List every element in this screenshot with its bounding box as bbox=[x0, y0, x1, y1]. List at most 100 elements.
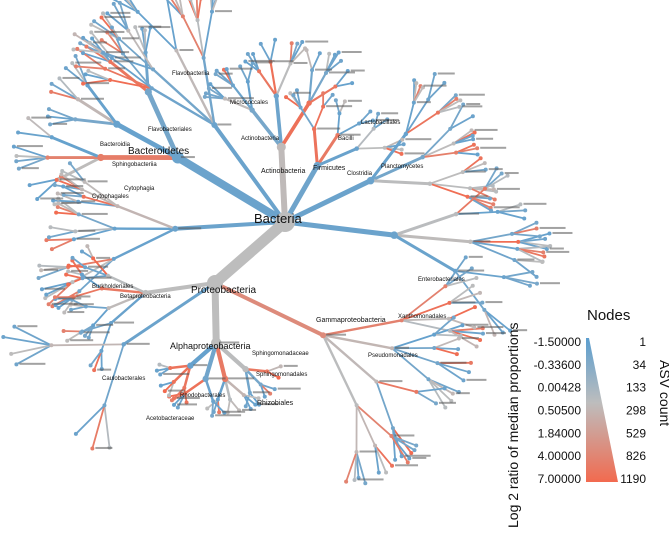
tree-edge bbox=[392, 233, 457, 273]
tree-node bbox=[256, 396, 261, 401]
leaf-label-mark bbox=[31, 116, 52, 119]
tree-edge bbox=[75, 65, 107, 70]
tree-node bbox=[247, 390, 252, 395]
tree-node bbox=[187, 362, 194, 369]
tree-edge bbox=[174, 0, 184, 18]
tree-edge bbox=[483, 309, 496, 336]
tree-node bbox=[183, 391, 188, 396]
leaf-label-mark bbox=[76, 295, 91, 298]
tree-edge bbox=[118, 37, 154, 71]
tree-edge bbox=[353, 451, 358, 481]
tree-edge bbox=[109, 79, 153, 90]
tree-edge bbox=[159, 381, 175, 387]
tree-edge bbox=[136, 10, 178, 52]
legend-color-ticks: -1.50000 -0.33600 0.00428 0.50500 1.84000 4.0… bbox=[534, 335, 582, 486]
leaf-label-mark bbox=[80, 97, 104, 100]
leaf-label-mark bbox=[53, 122, 68, 125]
tree-node bbox=[251, 51, 256, 56]
tree-node bbox=[16, 166, 21, 171]
tree-node bbox=[242, 365, 249, 373]
tree-edge bbox=[27, 117, 53, 139]
tree-edge bbox=[15, 344, 53, 366]
tree-edge bbox=[511, 227, 538, 235]
legend-size-tick: 826 bbox=[626, 449, 646, 463]
tree-edge bbox=[511, 232, 541, 238]
tree-node bbox=[258, 382, 263, 387]
tree-node bbox=[515, 246, 520, 251]
label-flavobacteriales: Flavobacteriales bbox=[148, 127, 192, 133]
leaf-label-mark bbox=[438, 401, 456, 404]
tree-edge bbox=[355, 127, 375, 150]
label-actinobacteria: Actinobacteria bbox=[261, 168, 305, 175]
tree-edge bbox=[211, 279, 220, 347]
tree-node bbox=[458, 98, 463, 103]
tree-node bbox=[470, 133, 475, 138]
tree-edge bbox=[62, 194, 85, 198]
tree-node bbox=[81, 81, 86, 86]
leaf-label-mark bbox=[488, 168, 503, 171]
tree-edge bbox=[58, 77, 79, 101]
tree-node bbox=[65, 338, 70, 343]
tree-node bbox=[49, 89, 54, 94]
tree-node bbox=[480, 300, 485, 305]
tree-node bbox=[294, 88, 299, 93]
tree-node bbox=[469, 266, 474, 271]
tree-node bbox=[541, 250, 546, 255]
leaf-label-mark bbox=[305, 40, 329, 43]
tree-edge bbox=[322, 93, 334, 108]
tree-edge bbox=[428, 182, 469, 198]
tree-node bbox=[144, 88, 152, 96]
tree-edge bbox=[92, 307, 110, 327]
tree-node bbox=[317, 51, 322, 56]
tree-node bbox=[171, 396, 176, 401]
tree-edge bbox=[259, 383, 266, 398]
leaf-label-mark bbox=[394, 434, 415, 437]
tree-edge bbox=[321, 319, 403, 337]
tree-node bbox=[91, 323, 96, 328]
tree-edge bbox=[17, 156, 49, 170]
tree-edge bbox=[427, 378, 453, 402]
tree-edge bbox=[466, 195, 492, 212]
tree-node bbox=[384, 470, 389, 475]
tree-leaf-labels bbox=[16, 10, 573, 481]
tree-node bbox=[320, 332, 327, 339]
leaf-label-mark bbox=[108, 67, 126, 70]
leaf-label-mark bbox=[104, 16, 131, 19]
tree-node bbox=[49, 343, 54, 348]
tree-node bbox=[401, 142, 406, 147]
leaf-label-mark bbox=[92, 41, 107, 44]
tree-node bbox=[426, 97, 431, 102]
tree-edge bbox=[305, 49, 313, 72]
tree-edge bbox=[182, 15, 205, 59]
tree-edge bbox=[308, 69, 314, 105]
tree-node bbox=[323, 70, 328, 75]
tree-edge bbox=[214, 340, 228, 381]
tree-node bbox=[405, 460, 410, 465]
tree-edge bbox=[76, 97, 119, 126]
tree-node bbox=[27, 183, 32, 188]
tree-edge bbox=[449, 330, 484, 335]
tree-edge bbox=[369, 179, 432, 186]
tree-node bbox=[460, 170, 465, 175]
tree-node bbox=[49, 247, 54, 252]
tree-edge bbox=[103, 343, 125, 407]
tree-node bbox=[399, 318, 404, 323]
tree-node bbox=[211, 121, 218, 128]
legend: Nodes -1.50000 -0.33600 0.00428 0.50500 1.84… bbox=[505, 307, 669, 528]
tree-edge bbox=[313, 105, 325, 130]
tree-node bbox=[75, 97, 81, 102]
label-flavobacteriia: Flavobacteriia bbox=[172, 71, 210, 77]
tree-node bbox=[454, 352, 459, 357]
tree-edge bbox=[421, 151, 457, 159]
tree-edge bbox=[91, 404, 106, 450]
tree-node bbox=[300, 40, 305, 45]
tree-node bbox=[106, 306, 111, 311]
tree-edge bbox=[81, 188, 119, 208]
tree-edge bbox=[421, 142, 455, 159]
tree-node bbox=[258, 41, 263, 46]
tree-edge bbox=[412, 86, 424, 104]
tree-node bbox=[66, 263, 71, 268]
label-burkholderiales: Burkholderiales bbox=[92, 284, 133, 290]
tree-node bbox=[91, 256, 96, 261]
tree-node bbox=[478, 290, 483, 295]
